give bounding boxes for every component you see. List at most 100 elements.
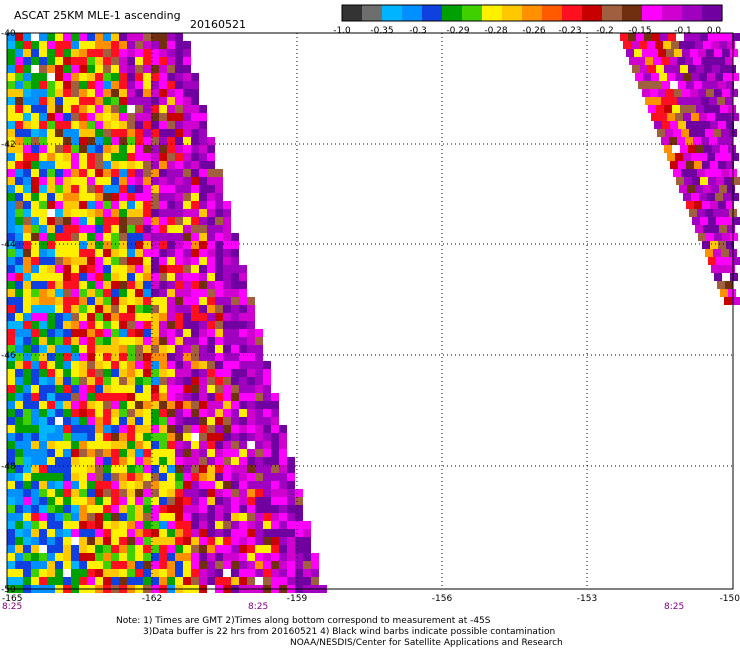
swath-cell bbox=[135, 89, 143, 97]
swath-cell bbox=[63, 89, 71, 97]
swath-cell bbox=[239, 457, 247, 465]
swath-cell bbox=[47, 473, 55, 481]
swath-cell bbox=[664, 145, 672, 153]
swath-cell bbox=[95, 369, 103, 377]
swath-cell bbox=[63, 321, 71, 329]
swath-cell bbox=[658, 89, 666, 97]
swath-cell bbox=[207, 345, 215, 353]
swath-cell bbox=[231, 449, 239, 457]
swath-cell bbox=[7, 73, 15, 81]
swath-cell bbox=[31, 121, 39, 129]
swath-cell bbox=[55, 209, 63, 217]
swath-cell bbox=[103, 129, 111, 137]
swath-cell bbox=[287, 545, 295, 553]
swath-cell bbox=[15, 225, 23, 233]
swath-cell bbox=[247, 457, 255, 465]
swath-cell bbox=[15, 217, 23, 225]
swath-cell bbox=[191, 465, 199, 473]
swath-cell bbox=[711, 225, 719, 233]
swath-cell bbox=[688, 65, 696, 73]
swath-cell bbox=[55, 217, 63, 225]
swath-cell bbox=[95, 577, 103, 585]
swath-cell bbox=[159, 233, 167, 241]
swath-cell bbox=[31, 49, 39, 57]
swath-cell bbox=[247, 473, 255, 481]
swath-cell bbox=[23, 577, 31, 585]
swath-cell bbox=[707, 153, 715, 161]
swath-cell bbox=[718, 161, 726, 169]
swath-cell bbox=[15, 337, 23, 345]
swath-cell bbox=[55, 249, 63, 257]
swath-cell bbox=[71, 97, 79, 105]
swath-cell bbox=[706, 233, 714, 241]
swath-cell bbox=[87, 529, 95, 537]
swath-cell bbox=[711, 185, 719, 193]
swath-cell bbox=[167, 313, 175, 321]
swath-cell bbox=[247, 449, 255, 457]
swath-cell bbox=[183, 361, 191, 369]
swath-cell bbox=[191, 337, 199, 345]
swath-cell bbox=[15, 41, 23, 49]
swath-cell bbox=[7, 129, 15, 137]
swath-cell bbox=[191, 369, 199, 377]
swath-cell bbox=[47, 281, 55, 289]
swath-cell bbox=[15, 89, 23, 97]
swath-cell bbox=[15, 409, 23, 417]
swath-cell bbox=[247, 321, 255, 329]
swath-cell bbox=[215, 481, 223, 489]
swath-cell bbox=[111, 385, 119, 393]
swath-cell bbox=[728, 105, 736, 113]
swath-cell bbox=[15, 49, 23, 57]
swath-cell bbox=[15, 65, 23, 73]
swath-cell bbox=[55, 569, 63, 577]
swath-cell bbox=[159, 313, 167, 321]
swath-cell bbox=[199, 393, 207, 401]
swath-cell bbox=[231, 465, 239, 473]
swath-cell bbox=[7, 265, 15, 273]
swath-cell bbox=[231, 577, 239, 585]
swath-cell bbox=[95, 177, 103, 185]
swath-cell bbox=[667, 153, 675, 161]
swath-cell bbox=[119, 297, 127, 305]
swath-cell bbox=[31, 417, 39, 425]
swath-cell bbox=[247, 561, 255, 569]
swath-cell bbox=[111, 297, 119, 305]
swath-cell bbox=[247, 537, 255, 545]
swath-cell bbox=[239, 561, 247, 569]
swath-cell bbox=[167, 49, 175, 57]
swath-cell bbox=[159, 137, 167, 145]
swath-cell bbox=[167, 385, 175, 393]
swath-cell bbox=[199, 401, 207, 409]
swath-cell bbox=[685, 57, 693, 65]
swath-cell bbox=[135, 481, 143, 489]
swath-cell bbox=[87, 257, 95, 265]
swath-cell bbox=[207, 249, 215, 257]
swath-cell bbox=[183, 537, 191, 545]
swath-cell bbox=[151, 521, 159, 529]
swath-cell bbox=[143, 313, 151, 321]
swath-cell bbox=[111, 57, 119, 65]
swath-cell bbox=[175, 249, 183, 257]
swath-cell bbox=[207, 169, 215, 177]
swath-cell bbox=[685, 137, 693, 145]
swath-cell bbox=[127, 257, 135, 265]
swath-cell bbox=[111, 361, 119, 369]
swath-cell bbox=[271, 401, 279, 409]
swath-cell bbox=[207, 545, 215, 553]
swath-cell bbox=[127, 241, 135, 249]
swath-cell bbox=[255, 409, 263, 417]
colorbar-frame bbox=[341, 4, 723, 22]
swath-cell bbox=[159, 241, 167, 249]
swath-cell bbox=[127, 305, 135, 313]
swath-cell bbox=[15, 297, 23, 305]
swath-cell bbox=[207, 273, 215, 281]
swath-cell bbox=[103, 457, 111, 465]
swath-cell bbox=[706, 49, 714, 57]
swath-cell bbox=[207, 561, 215, 569]
swath-cell bbox=[263, 481, 271, 489]
swath-cell bbox=[696, 105, 704, 113]
swath-cell bbox=[636, 33, 644, 41]
swath-cell bbox=[728, 65, 736, 73]
swath-cell bbox=[263, 449, 271, 457]
swath-cell bbox=[183, 521, 191, 529]
